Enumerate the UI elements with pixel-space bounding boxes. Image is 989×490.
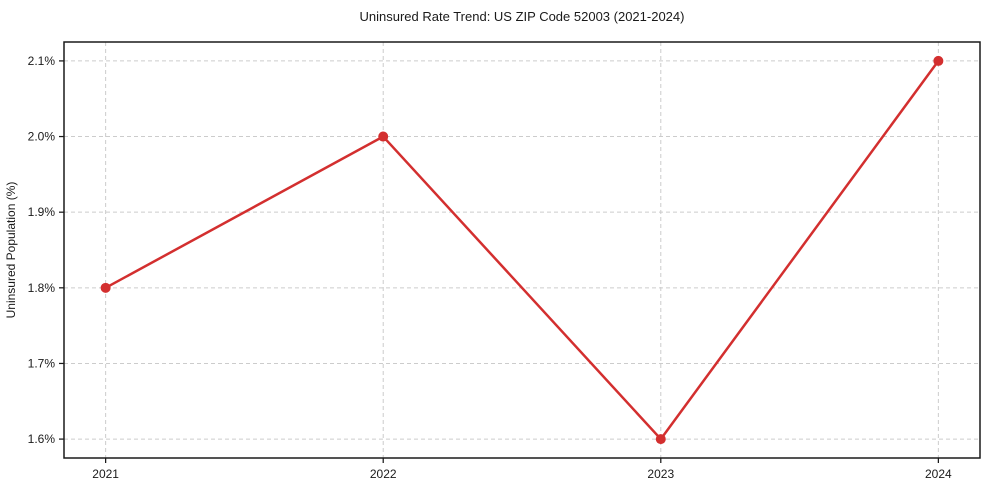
x-tick-label: 2021 (92, 467, 119, 481)
data-point-marker (100, 282, 111, 293)
axes (59, 41, 981, 463)
y-tick-label: 1.7% (28, 356, 56, 370)
y-tick-label: 2.1% (28, 54, 56, 68)
y-tick-label: 1.6% (28, 432, 56, 446)
y-tick-label: 1.9% (28, 205, 56, 219)
chart-title: Uninsured Rate Trend: US ZIP Code 52003 … (360, 9, 685, 24)
x-tick-label: 2022 (370, 467, 397, 481)
tick-labels: 1.6% 1.7% 1.8% 1.9% 2.0% 2.1% 2021 2022 2023 2024 (28, 54, 952, 481)
x-tick-label: 2023 (647, 467, 674, 481)
data-point-marker (655, 434, 666, 445)
series-line-group (100, 55, 944, 445)
y-tick-label: 2.0% (28, 130, 56, 144)
plot-border (63, 41, 981, 459)
series-line (104, 59, 940, 441)
data-point-marker (933, 55, 944, 66)
data-point-marker (378, 131, 389, 142)
y-tick-label: 1.8% (28, 281, 56, 295)
gridlines (64, 42, 980, 458)
x-tick-label: 2024 (925, 467, 952, 481)
y-axis-title: Uninsured Population (%) (4, 182, 18, 319)
